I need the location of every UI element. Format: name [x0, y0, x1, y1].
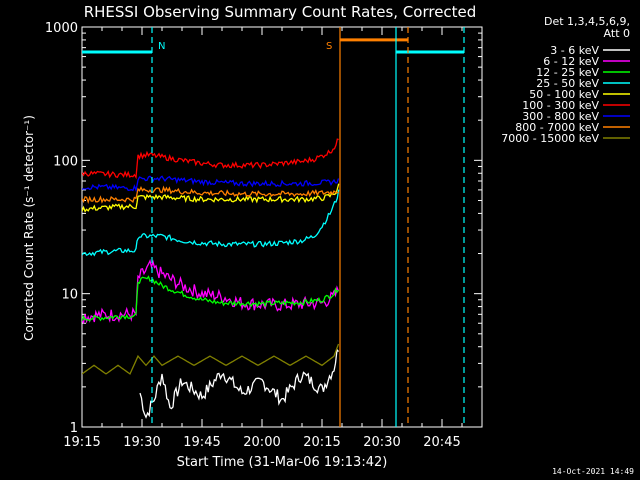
x-tick-label: 19:15 [63, 435, 100, 450]
x-tick-label: 19:30 [123, 435, 160, 450]
data-layer [82, 27, 466, 427]
x-tick-label: 20:15 [303, 435, 340, 450]
x-tick-label: 20:30 [363, 435, 400, 450]
date-stamp: 14-Oct-2021 14:49 [552, 467, 634, 476]
legend-label: 300 - 800 keV [522, 110, 599, 123]
y-tick-label: 100 [53, 154, 78, 169]
legend-label: 25 - 50 keV [536, 77, 599, 90]
legend-label: 800 - 7000 keV [515, 121, 599, 134]
x-tick-label: 19:45 [183, 435, 220, 450]
x-axis-label: Start Time (31-Mar-06 19:13:42) [177, 455, 388, 470]
chart-title: RHESSI Observing Summary Count Rates, Co… [84, 3, 477, 21]
x-tick-label: 20:45 [423, 435, 460, 450]
annotation-s: S [326, 41, 332, 52]
legend-header-line2: Att 0 [604, 27, 630, 40]
y-axis-label: Corrected Count Rate (s⁻¹ detector⁻¹) [22, 115, 36, 341]
legend-label: 12 - 25 keV [536, 66, 599, 79]
x-tick-label: 20:00 [243, 435, 280, 450]
y-tick-label: 1000 [45, 21, 78, 36]
legend-label: 7000 - 15000 keV [501, 132, 599, 145]
legend-label: 50 - 100 keV [529, 88, 599, 101]
plot-area: 19:15 19:30 19:45 20:00 20:15 20:30 20:45 1 10 10… [45, 21, 483, 450]
legend-header-line1: Det 1,3,4,5,6,9, [544, 15, 630, 28]
legend-label: 6 - 12 keV [543, 55, 599, 68]
annotation-n: N [158, 41, 165, 52]
legend-label: 100 - 300 keV [522, 99, 599, 112]
y-tick-label: 10 [61, 288, 78, 303]
legend-label: 3 - 6 keV [550, 44, 599, 57]
series-line [140, 350, 466, 417]
plot-frame [81, 26, 483, 428]
y-tick-label: 1 [70, 421, 78, 436]
